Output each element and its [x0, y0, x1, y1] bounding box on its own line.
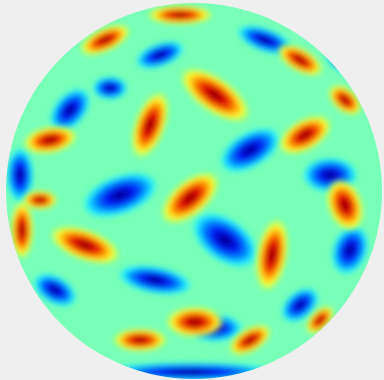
sphere-render [0, 0, 384, 380]
blob [165, 306, 225, 338]
blob [22, 190, 58, 210]
blob [112, 328, 168, 352]
blob [146, 5, 214, 25]
page [0, 0, 384, 380]
blob [92, 76, 128, 100]
sphere [0, 0, 384, 380]
blob [10, 200, 34, 260]
